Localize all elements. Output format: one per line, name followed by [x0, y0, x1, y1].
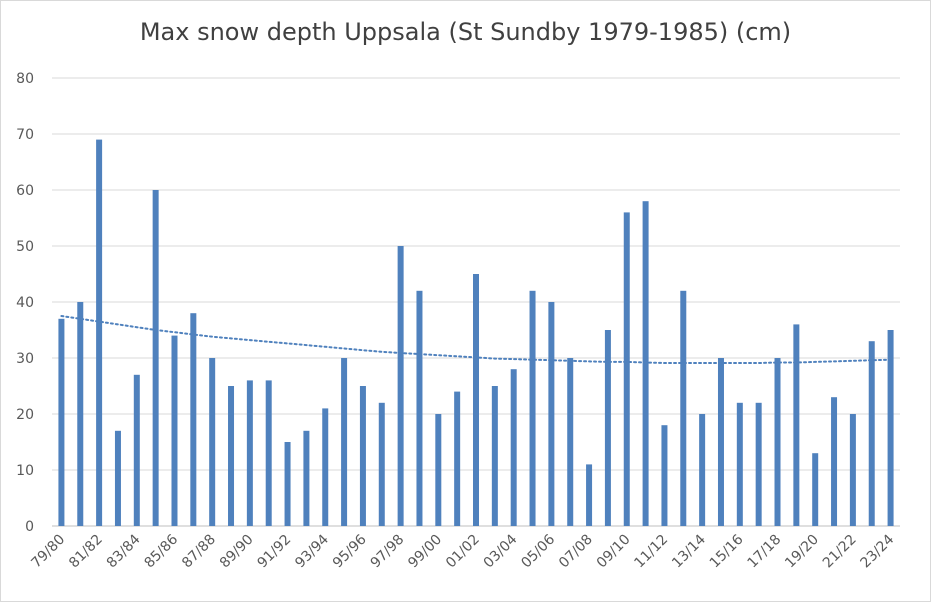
trendline-group	[60, 315, 892, 364]
bar	[812, 453, 819, 526]
x-tick-label: 05/06	[518, 531, 558, 571]
bar	[246, 380, 253, 526]
x-tick-label: 97/98	[368, 532, 408, 572]
bar	[755, 402, 762, 526]
bar	[510, 369, 517, 526]
x-tick-label: 03/04	[481, 531, 521, 571]
bar	[228, 386, 235, 526]
y-tick-label: 50	[16, 239, 34, 255]
x-tick-label: 15/16	[707, 531, 747, 571]
x-tick-label: 93/94	[292, 531, 332, 571]
bar	[491, 386, 498, 526]
bar	[284, 442, 291, 526]
y-tick-label: 70	[16, 127, 34, 143]
bar	[265, 380, 272, 526]
bar	[435, 414, 442, 526]
bar	[114, 430, 121, 526]
y-tick-label: 20	[16, 407, 34, 423]
bar	[529, 290, 536, 526]
y-axis-ticks: 0 10 20 30 40 50 60 70 80	[16, 71, 34, 535]
bar	[849, 414, 856, 526]
x-tick-label: 89/90	[217, 532, 257, 572]
bar	[322, 408, 329, 526]
bar	[868, 341, 875, 526]
bar	[209, 358, 216, 526]
bar	[341, 358, 348, 526]
bar	[303, 430, 310, 526]
bar	[473, 274, 479, 526]
bar	[887, 330, 894, 526]
x-tick-label: 95/96	[330, 531, 370, 571]
trendline	[60, 315, 892, 364]
x-tick-label: 01/02	[443, 532, 483, 572]
x-tick-label: 21/22	[820, 532, 860, 572]
bar	[699, 414, 706, 526]
bar	[58, 318, 65, 526]
bar	[567, 358, 574, 526]
bar	[548, 302, 555, 526]
x-tick-label: 91/92	[255, 532, 295, 572]
bar	[416, 290, 423, 526]
x-axis-ticks: 79/8081/8283/8485/8687/8889/9091/9293/94…	[28, 531, 897, 571]
y-tick-label: 40	[16, 295, 34, 311]
x-tick-label: 11/12	[631, 532, 671, 572]
bar	[717, 358, 724, 526]
y-tick-label: 80	[16, 71, 34, 87]
bar	[454, 391, 461, 526]
x-tick-label: 23/24	[858, 531, 898, 571]
bar	[171, 335, 178, 526]
y-tick-label: 30	[16, 351, 34, 367]
x-tick-label: 19/20	[782, 532, 822, 572]
x-tick-label: 79/80	[28, 532, 68, 572]
bar	[378, 402, 385, 526]
x-tick-label: 83/84	[104, 531, 144, 571]
bar	[623, 212, 630, 526]
bar	[793, 324, 800, 526]
bars	[58, 139, 894, 526]
bar	[680, 290, 687, 526]
bar	[152, 190, 159, 526]
x-tick-label: 09/10	[594, 532, 634, 572]
y-tick-label: 10	[16, 463, 34, 479]
x-tick-label: 81/82	[66, 532, 106, 572]
bar	[77, 302, 84, 526]
bar	[661, 425, 668, 526]
bar	[642, 201, 649, 526]
x-tick-label: 07/08	[556, 532, 596, 572]
bar	[831, 397, 838, 526]
y-tick-label: 60	[16, 183, 34, 199]
bar	[190, 313, 197, 526]
x-tick-label: 13/14	[669, 531, 709, 571]
bar	[586, 464, 593, 526]
bar	[359, 386, 366, 526]
y-tick-label: 0	[25, 519, 34, 535]
x-tick-label: 87/88	[179, 532, 219, 572]
x-tick-label: 17/18	[744, 532, 784, 572]
bar	[774, 358, 781, 526]
bar	[96, 139, 103, 526]
bar	[397, 246, 404, 526]
bar	[604, 330, 611, 526]
bar	[736, 402, 743, 526]
x-tick-label: 85/86	[141, 531, 181, 571]
x-tick-label: 99/00	[405, 532, 445, 572]
chart-title: Max snow depth Uppsala (St Sundby 1979-1…	[139, 18, 792, 46]
bar	[133, 374, 140, 526]
